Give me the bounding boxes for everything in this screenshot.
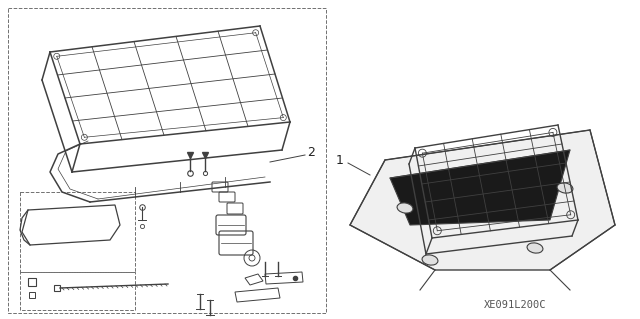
Ellipse shape xyxy=(557,183,573,193)
Ellipse shape xyxy=(422,255,438,265)
Text: 1: 1 xyxy=(336,153,344,167)
Polygon shape xyxy=(350,130,615,270)
Ellipse shape xyxy=(397,203,413,213)
Ellipse shape xyxy=(527,243,543,253)
Bar xyxy=(20,272,135,310)
Polygon shape xyxy=(390,150,570,225)
Bar xyxy=(8,8,326,313)
Text: XE091L200C: XE091L200C xyxy=(484,300,547,310)
Text: 2: 2 xyxy=(307,146,315,160)
Bar xyxy=(20,192,135,272)
